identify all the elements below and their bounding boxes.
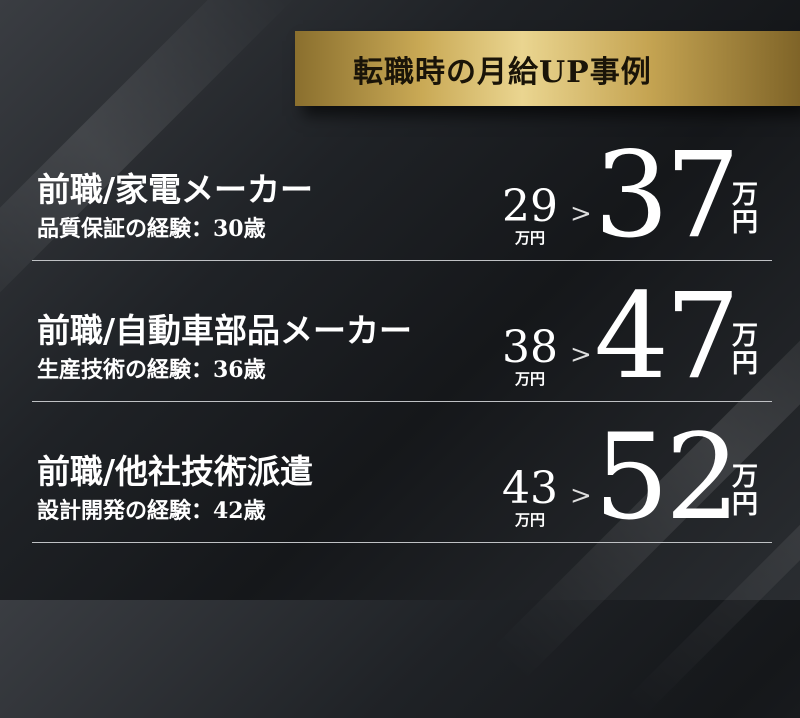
salary-after: 47	[594, 267, 740, 405]
case-row: 前職/他社技術派遣 設計開発の経験：42歳 43 万円 > 52 万円	[32, 417, 772, 543]
salary-before: 38 万円	[502, 322, 558, 389]
chevron-right-icon: >	[570, 199, 592, 229]
chevron-right-icon: >	[570, 481, 592, 511]
salary-before: 29 万円	[502, 181, 558, 248]
case-detail: 生産技術の経験：36歳	[37, 357, 266, 383]
salary-after-unit: 万円	[732, 462, 759, 520]
salary-after: 37	[594, 126, 740, 264]
page-title: 転職時の月給UP事例	[353, 54, 652, 90]
case-title: 前職/自動車部品メーカー	[37, 311, 413, 350]
chevron-right-icon: >	[570, 340, 592, 370]
case-detail: 品質保証の経験：30歳	[37, 216, 266, 242]
case-title: 前職/他社技術派遣	[37, 452, 314, 491]
case-row: 前職/自動車部品メーカー 生産技術の経験：36歳 38 万円 > 47 万円	[32, 276, 772, 402]
header-banner: 転職時の月給UP事例	[295, 31, 800, 106]
salary-before: 43 万円	[502, 463, 558, 530]
case-detail: 設計開発の経験：42歳	[37, 498, 266, 524]
salary-after-unit: 万円	[732, 180, 759, 238]
case-row: 前職/家電メーカー 品質保証の経験：30歳 29 万円 > 37 万円	[32, 135, 772, 261]
case-title: 前職/家電メーカー	[37, 170, 314, 209]
salary-after-unit: 万円	[732, 321, 759, 379]
salary-after: 52	[594, 408, 740, 546]
